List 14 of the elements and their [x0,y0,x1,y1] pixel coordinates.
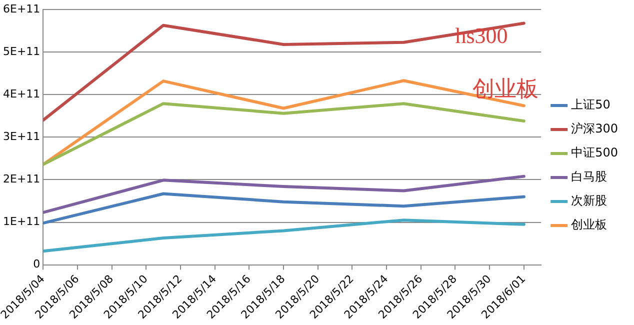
y-tick-label: 5E+11 [2,44,40,58]
y-tick-label: 1E+11 [2,215,40,228]
legend-label: 白马股 [571,170,608,184]
legend-label: 次新股 [571,194,608,208]
legend-label: 中证500 [571,146,618,160]
legend-label: 创业板 [571,218,608,232]
legend-label: 上证50 [571,98,610,112]
y-tick-label: 2E+11 [2,172,40,186]
annotation: hs300 [455,23,508,48]
y-tick-label: 0 [33,258,40,271]
y-tick-label: 4E+11 [2,88,40,101]
y-tick-label: 6E+11 [2,2,40,16]
legend-label: 沪深300 [571,122,618,136]
y-tick-label: 3E+11 [2,130,40,144]
